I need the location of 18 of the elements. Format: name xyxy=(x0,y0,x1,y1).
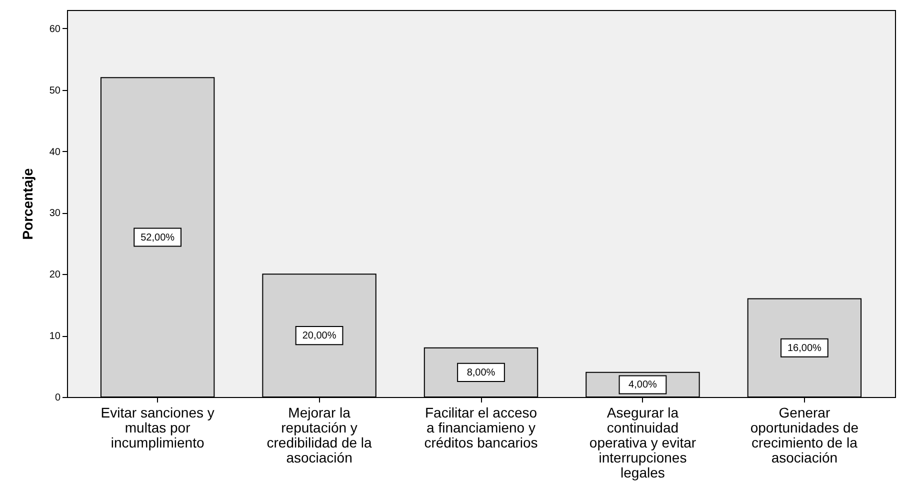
x-tick-label: Mejorar la reputación y credibilidad de la asociación xyxy=(266,404,372,466)
x-tick-label: Generar oportunidades de crecimiento de la asociación xyxy=(750,404,859,466)
data-label: 52,00% xyxy=(140,232,175,244)
data-label: 8,00% xyxy=(466,367,496,378)
y-axis-title: Porcentaje xyxy=(19,168,36,240)
y-tick-label: 20 xyxy=(49,270,61,281)
data-label: 16,00% xyxy=(787,342,822,354)
data-label: 20,00% xyxy=(302,330,336,342)
y-tick-label: 0 xyxy=(54,392,61,404)
y-tick-label: 40 xyxy=(49,146,61,158)
x-tick-label: Evitar sanciones y multas por incumplimiento xyxy=(100,404,214,450)
x-tick-label: Asegurar la continuidad operativa y evitar interrupciones legales xyxy=(589,404,696,480)
data-label: 4,00% xyxy=(628,380,657,391)
x-tick-label: Facilitar el acceso a financiamieno y créditos bancarios xyxy=(424,404,538,450)
y-tick-label: 60 xyxy=(49,24,61,35)
y-tick-label: 50 xyxy=(49,85,61,96)
y-tick-label: 30 xyxy=(49,208,61,220)
y-tick-label: 10 xyxy=(49,331,61,342)
